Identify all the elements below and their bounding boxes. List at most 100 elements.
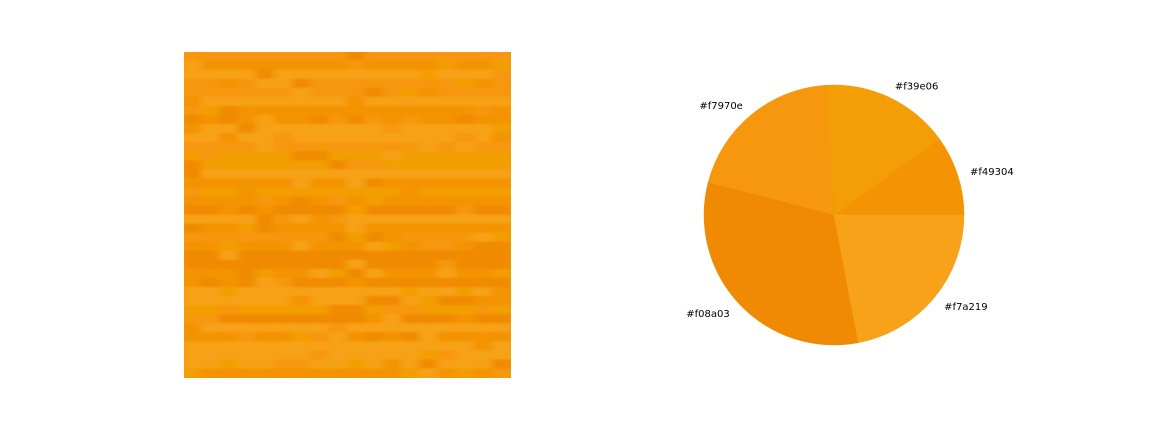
pie-slice-label: #f39e06: [895, 82, 939, 93]
swatch-cell: [184, 341, 204, 352]
swatch-cell: [419, 151, 440, 162]
swatch-cell: [292, 223, 313, 234]
swatch-cell: [328, 78, 349, 89]
swatch-cell: [328, 241, 349, 252]
swatch-cell: [473, 105, 494, 116]
swatch-cell: [273, 60, 294, 71]
swatch-cell: [273, 241, 294, 252]
swatch-cell: [455, 223, 476, 234]
swatch-cell: [346, 160, 367, 171]
swatch-cell: [401, 305, 422, 316]
swatch-cell: [455, 359, 476, 370]
swatch-cell: [437, 205, 458, 216]
swatch-cell: [455, 151, 476, 162]
swatch-cell: [255, 78, 276, 89]
swatch-cell: [473, 323, 494, 334]
swatch-cell: [437, 69, 458, 80]
swatch-cell: [184, 52, 204, 62]
swatch-cell: [401, 241, 422, 252]
swatch-cell: [401, 78, 422, 89]
swatch-cell: [382, 78, 403, 89]
swatch-cell: [184, 114, 204, 125]
swatch-cell: [310, 350, 331, 361]
swatch-cell: [201, 123, 222, 134]
swatch-cell: [437, 241, 458, 252]
swatch-cell: [310, 78, 331, 89]
swatch-cell: [328, 332, 349, 343]
swatch-cell: [364, 160, 385, 171]
swatch-cell: [273, 87, 294, 98]
swatch-cell: [382, 277, 403, 288]
swatch-cell: [419, 160, 440, 171]
swatch-cell: [273, 250, 294, 261]
swatch-cell: [346, 178, 367, 189]
swatch-cell: [346, 214, 367, 225]
swatch-cell: [184, 305, 204, 316]
swatch-cell: [184, 169, 204, 180]
swatch-cell: [382, 214, 403, 225]
swatch-cell: [273, 341, 294, 352]
swatch-cell: [401, 169, 422, 180]
swatch-cell: [255, 214, 276, 225]
swatch-cell: [401, 277, 422, 288]
swatch-cell: [184, 105, 204, 116]
swatch-cell: [310, 359, 331, 370]
swatch-cell: [219, 341, 240, 352]
swatch-cell: [310, 296, 331, 307]
swatch-cell: [292, 368, 313, 378]
swatch-cell: [292, 250, 313, 261]
swatch-cell: [419, 368, 440, 378]
swatch-cell: [292, 133, 313, 144]
swatch-cell: [255, 133, 276, 144]
swatch-cell: [328, 359, 349, 370]
swatch-cell: [184, 286, 204, 297]
swatch-cell: [328, 123, 349, 134]
swatch-cell: [310, 305, 331, 316]
swatch-cell: [237, 341, 258, 352]
swatch-cell: [364, 277, 385, 288]
swatch-cell: [273, 205, 294, 216]
swatch-cell: [437, 305, 458, 316]
swatch-cell: [346, 205, 367, 216]
swatch-cell: [491, 78, 511, 89]
swatch-cell: [455, 323, 476, 334]
swatch-cell: [292, 232, 313, 243]
swatch-cell: [473, 232, 494, 243]
swatch-cell: [310, 314, 331, 325]
swatch-cell: [437, 96, 458, 107]
swatch-cell: [401, 133, 422, 144]
swatch-cell: [310, 96, 331, 107]
swatch-cell: [255, 368, 276, 378]
swatch-cell: [292, 114, 313, 125]
swatch-cell: [255, 296, 276, 307]
swatch-cell: [491, 223, 511, 234]
swatch-cell: [437, 114, 458, 125]
swatch-cell: [419, 305, 440, 316]
swatch-cell: [273, 105, 294, 116]
swatch-cell: [219, 205, 240, 216]
swatch-cell: [382, 368, 403, 378]
swatch-cell: [473, 314, 494, 325]
swatch-cell: [437, 368, 458, 378]
swatch-cell: [437, 196, 458, 207]
swatch-cell: [437, 314, 458, 325]
swatch-cell: [473, 160, 494, 171]
swatch-cell: [364, 350, 385, 361]
swatch-cell: [273, 142, 294, 153]
swatch-cell: [419, 250, 440, 261]
swatch-cell: [491, 368, 511, 378]
swatch-cell: [292, 305, 313, 316]
swatch-cell: [184, 250, 204, 261]
swatch-cell: [491, 178, 511, 189]
swatch-cell: [273, 296, 294, 307]
swatch-cell: [201, 178, 222, 189]
swatch-cell: [219, 214, 240, 225]
swatch-cell: [473, 196, 494, 207]
swatch-cell: [292, 96, 313, 107]
swatch-cell: [273, 133, 294, 144]
swatch-cell: [201, 187, 222, 198]
swatch-cell: [184, 332, 204, 343]
swatch-cell: [219, 232, 240, 243]
swatch-cell: [201, 359, 222, 370]
swatch-cell: [346, 114, 367, 125]
